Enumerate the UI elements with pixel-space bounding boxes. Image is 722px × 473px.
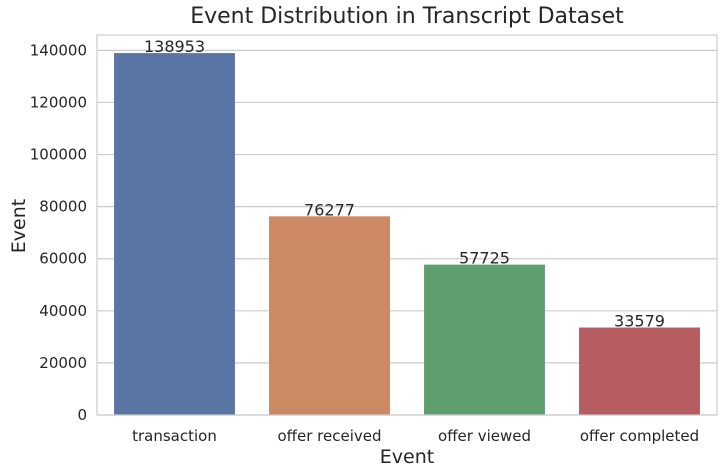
data-label: 76277	[304, 200, 355, 219]
plot-frame	[96, 34, 718, 416]
y-tick-label: 80000	[39, 198, 87, 216]
bar-offer-completed	[579, 327, 700, 415]
x-tick-label: offer received	[277, 427, 381, 445]
y-axis-label: Event	[8, 199, 30, 253]
data-label: 33579	[614, 312, 665, 331]
x-tick-labels: transaction offer received offer viewed off…	[132, 427, 699, 445]
x-tick-label: transaction	[132, 427, 217, 445]
y-tick-label: 100000	[30, 146, 87, 164]
y-tick-label: 120000	[30, 93, 87, 111]
y-tick-label: 60000	[39, 250, 87, 268]
y-tick-label: 20000	[39, 354, 87, 372]
y-tick-label: 0	[77, 406, 87, 424]
x-tick-label: offer viewed	[438, 427, 531, 445]
y-tick-label: 140000	[30, 41, 87, 59]
bar-offer-received	[269, 216, 390, 415]
x-axis-label: Event	[380, 446, 434, 468]
bar-offer-viewed	[424, 264, 545, 415]
data-labels: 138953 76277 57725 33579	[144, 37, 665, 330]
data-label: 138953	[144, 37, 205, 56]
data-label: 57725	[459, 249, 510, 268]
bar-transaction	[114, 53, 235, 416]
x-tick-label: offer completed	[580, 427, 699, 445]
chart-title: Event Distribution in Transcript Dataset	[190, 4, 624, 29]
bars	[114, 53, 700, 416]
plot-border	[96, 34, 718, 416]
y-tick-label: 40000	[39, 302, 87, 320]
y-tick-labels: 0 20000 40000 60000 80000 100000 120000 140000	[30, 41, 87, 424]
